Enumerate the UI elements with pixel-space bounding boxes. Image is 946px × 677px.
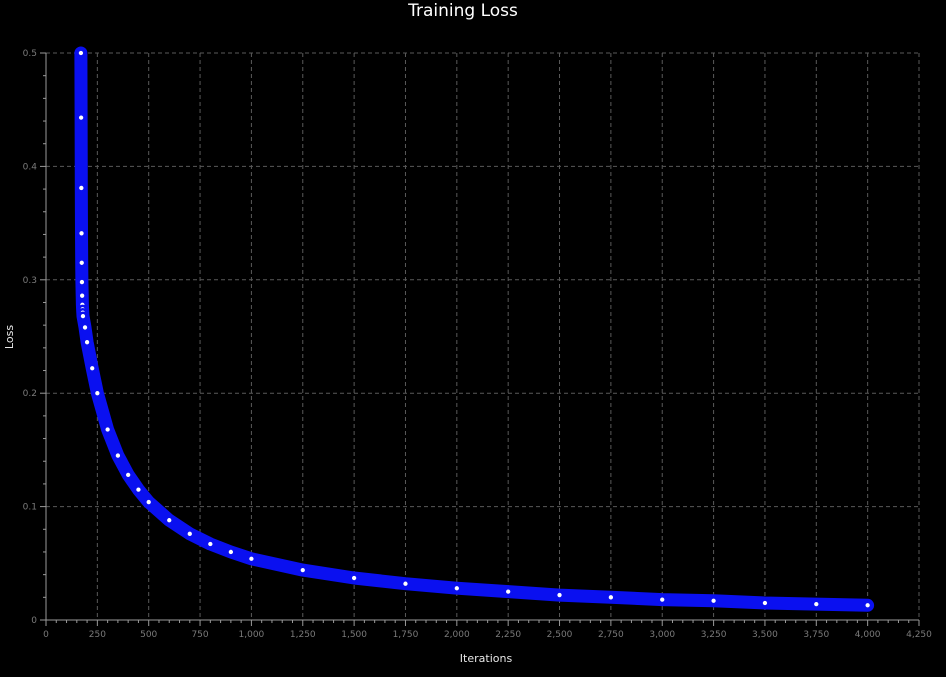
loss-point — [452, 583, 462, 593]
y-tick-label: 0.3 — [23, 276, 37, 286]
loss-point — [87, 363, 97, 373]
x-tick-label: 2,250 — [495, 630, 521, 640]
x-axis-title: Iterations — [460, 652, 513, 665]
x-tick-label: 3,750 — [803, 630, 829, 640]
x-tick-label: 1,750 — [393, 630, 419, 640]
x-tick-label: 2,000 — [444, 630, 470, 640]
y-tick-label: 0.4 — [23, 162, 38, 172]
loss-point — [133, 484, 144, 495]
loss-point — [123, 470, 133, 480]
y-tick-label: 0.2 — [23, 389, 37, 399]
loss-point — [185, 529, 195, 539]
x-tick-label: 1,000 — [239, 630, 265, 640]
loss-point — [246, 554, 257, 564]
x-tick-label: 4,000 — [855, 630, 881, 640]
loss-point — [349, 573, 359, 583]
x-tick-label: 2,500 — [547, 630, 573, 640]
loss-point — [82, 337, 92, 347]
loss-point — [76, 112, 86, 123]
loss-point — [76, 48, 86, 58]
x-tick-label: 1,500 — [341, 630, 367, 640]
loss-point — [76, 183, 86, 193]
loss-point — [657, 594, 667, 605]
loss-series — [74, 46, 875, 612]
x-axis-ticks: 0 250 500 750 1,000 1,250 1,500 1,750 2,000 2,250… — [43, 620, 932, 640]
y-axis-title: Loss — [3, 325, 16, 349]
loss-point — [78, 311, 88, 321]
loss-point — [164, 515, 174, 525]
x-tick-label: 500 — [140, 630, 157, 640]
loss-point — [144, 497, 154, 507]
loss-point — [811, 599, 821, 609]
loss-point — [400, 579, 411, 589]
loss-point — [80, 322, 90, 333]
loss-point — [226, 547, 236, 557]
loss-point — [77, 277, 87, 287]
x-tick-label: 250 — [89, 630, 106, 640]
x-tick-label: 1,250 — [290, 630, 316, 640]
loss-point — [102, 424, 113, 435]
y-tick-label: 0.1 — [23, 503, 37, 513]
loss-marker-band — [74, 46, 875, 612]
y-axis-ticks: 0 0.1 0.2 0.3 0.4 0.5 — [23, 49, 46, 626]
loss-point — [205, 539, 215, 549]
loss-point — [92, 388, 103, 398]
x-tick-label: 3,500 — [752, 630, 778, 640]
loss-point — [760, 598, 770, 608]
x-tick-label: 4,250 — [906, 630, 932, 640]
loss-point — [708, 596, 719, 606]
x-tick-label: 3,250 — [701, 630, 727, 640]
loss-point — [503, 587, 513, 597]
loss-point — [862, 600, 873, 610]
axes — [45, 53, 919, 621]
loss-point — [113, 450, 123, 461]
grid — [46, 52, 920, 620]
x-tick-label: 750 — [191, 630, 208, 640]
x-tick-label: 3,000 — [649, 630, 675, 640]
loss-point — [77, 291, 87, 301]
loss-point — [606, 592, 616, 602]
chart-title: Training Loss — [407, 1, 518, 21]
loss-point — [298, 565, 308, 575]
loss-point — [554, 590, 565, 600]
y-tick-label: 0 — [31, 616, 37, 626]
x-tick-label: 2,750 — [598, 630, 624, 640]
y-tick-label: 0.5 — [23, 49, 37, 59]
loss-point — [76, 228, 87, 238]
x-tick-label: 0 — [43, 630, 49, 640]
loss-point — [77, 258, 87, 268]
